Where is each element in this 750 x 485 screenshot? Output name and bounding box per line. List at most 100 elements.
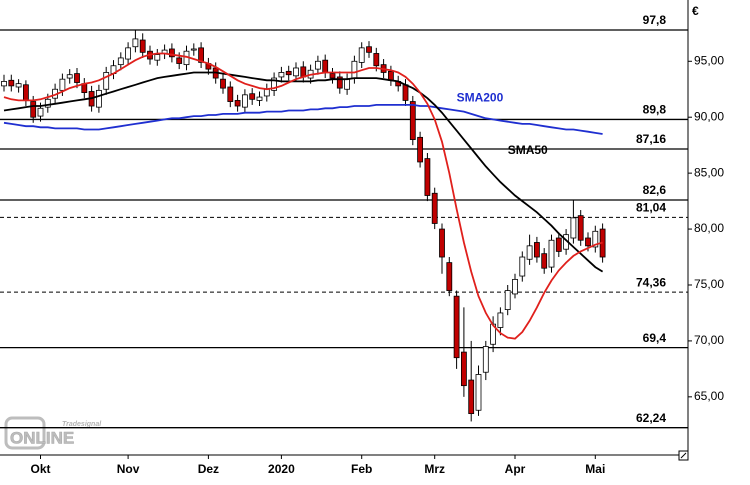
candle-body [59, 78, 66, 91]
overlay-line [3, 52, 603, 340]
candle-body [125, 47, 131, 60]
candle-body [30, 101, 37, 118]
candle-body [154, 54, 161, 61]
candle-body [15, 83, 22, 88]
candle-body [103, 72, 110, 90]
candle-body [460, 351, 467, 387]
candle-body [424, 158, 431, 196]
overlay-label: SMA50 [508, 143, 548, 157]
candle-body [366, 46, 372, 53]
candle-body [431, 192, 438, 224]
candle-body [117, 57, 124, 66]
candle-body [1, 81, 7, 87]
y-tick-label: 80,00 [694, 221, 724, 235]
level-label: 87,16 [636, 132, 666, 146]
candle-body [402, 84, 409, 101]
candle-body [482, 346, 489, 373]
logo-name: ONLINE [10, 428, 74, 447]
candle-body [439, 228, 445, 258]
candle-body [497, 312, 504, 328]
x-tick-label: Dez [198, 462, 219, 476]
candle-body [22, 84, 29, 101]
candle-body [96, 89, 102, 108]
candle-body [570, 217, 577, 239]
x-tick-label: Okt [30, 462, 50, 476]
y-tick-label: 90,00 [694, 109, 724, 123]
candle-body [475, 374, 482, 411]
candle-body [132, 38, 139, 48]
level-label: 62,24 [636, 411, 666, 425]
x-tick-label: Mrz [424, 462, 445, 476]
candle-body [278, 72, 285, 78]
y-tick-label: 95,00 [694, 53, 724, 67]
logo: Tradesignal ONLINE [4, 416, 102, 450]
candle-body [344, 78, 351, 90]
level-label: 89,8 [643, 103, 667, 117]
candle-body [37, 107, 44, 117]
x-tick-label: Feb [351, 462, 372, 476]
candle-body [336, 76, 343, 89]
candle-body [74, 73, 80, 83]
candle-body [44, 98, 51, 108]
candle-body [541, 253, 548, 269]
candle-body [446, 262, 453, 291]
candle-body [227, 86, 234, 102]
level-label: 69,4 [643, 331, 667, 345]
candle-body [322, 59, 329, 73]
candle-body [256, 96, 263, 101]
overlay-label: SMA200 [457, 91, 504, 105]
candle-body [387, 70, 394, 81]
candle-body [577, 215, 584, 241]
corner-box-mark [680, 452, 687, 459]
candle-body [176, 57, 183, 64]
candle-body [592, 230, 599, 248]
candle-body [373, 53, 380, 67]
candle-body [271, 77, 278, 91]
level-label: 97,8 [643, 13, 667, 27]
x-tick-label: 2020 [268, 462, 295, 476]
logo-brand: Tradesignal [62, 421, 102, 428]
y-tick-label: 75,00 [694, 277, 724, 291]
candle-body [220, 78, 226, 89]
candle-body [234, 100, 241, 107]
candle-body [300, 66, 307, 78]
candle-body [468, 379, 475, 415]
candle-body [409, 101, 416, 140]
candle-body [351, 60, 358, 79]
level-label: 81,04 [636, 201, 666, 215]
candle-body [526, 245, 533, 260]
candle-body [190, 48, 197, 51]
x-tick-label: Nov [117, 462, 140, 476]
candle-body [249, 93, 256, 100]
candle-body [585, 237, 591, 247]
candle-body [198, 47, 205, 63]
candle-body [519, 256, 526, 277]
candle-body [168, 48, 175, 58]
candle-body [358, 47, 365, 63]
y-tick-label: 85,00 [694, 165, 724, 179]
candle-body [504, 290, 511, 310]
candle-body [417, 136, 424, 163]
candle-body [285, 70, 292, 76]
y-tick-label: 70,00 [694, 333, 724, 347]
candle-body [8, 79, 15, 87]
candle-body [314, 60, 321, 70]
candle-body [263, 88, 270, 97]
candle-body [139, 39, 146, 53]
candle-body [329, 73, 336, 79]
candle-body [534, 242, 540, 258]
candle-body [512, 278, 518, 295]
overlay-line [3, 71, 604, 273]
level-label: 82,6 [643, 183, 667, 197]
candle-body [66, 74, 73, 79]
overlay-line [3, 104, 603, 135]
y-tick-label: 65,00 [694, 389, 724, 403]
logo-frame [4, 416, 46, 450]
candle-body [555, 237, 562, 252]
x-tick-label: Apr [505, 462, 526, 476]
level-label: 74,36 [636, 275, 666, 289]
currency: € [692, 4, 699, 18]
x-tick-label: Mai [585, 462, 605, 476]
